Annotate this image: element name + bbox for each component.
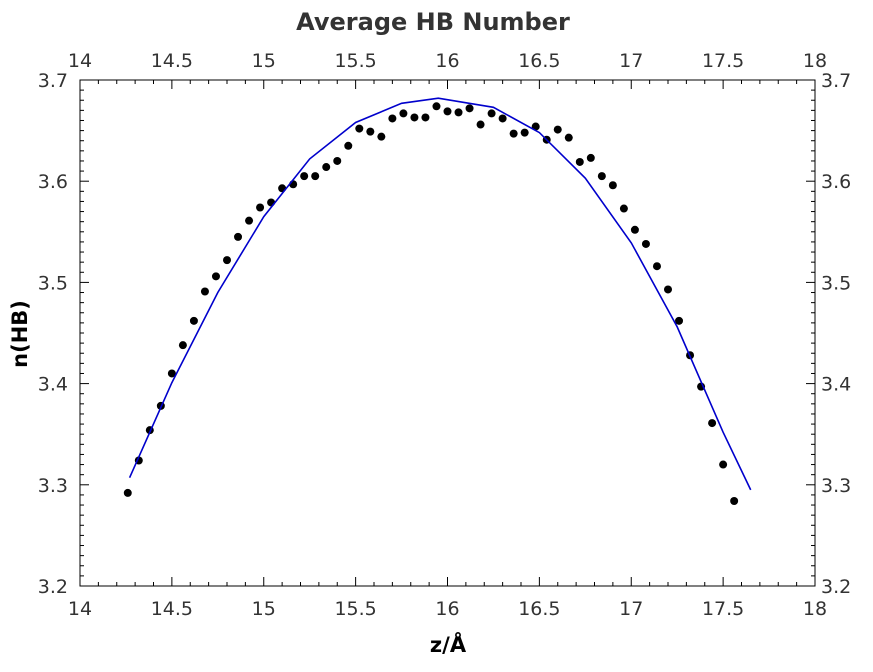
- data-point: [344, 141, 353, 150]
- x-tick-label-top: 15.5: [334, 50, 376, 72]
- data-point: [597, 172, 606, 181]
- data-point: [520, 128, 529, 137]
- data-point: [730, 496, 739, 505]
- y-tick-label-right: 3.7: [821, 70, 851, 92]
- y-tick-label: 3.4: [38, 374, 68, 396]
- x-axis-label: z/Å: [430, 632, 467, 657]
- x-tick-label: 16.5: [518, 598, 560, 620]
- data-point: [410, 113, 419, 122]
- x-tick-label: 14.5: [151, 598, 193, 620]
- data-point: [564, 133, 573, 142]
- y-tick-label: 3.3: [38, 475, 68, 497]
- data-point: [300, 172, 309, 181]
- x-tick-label-top: 17.5: [702, 50, 744, 72]
- x-tick-label-top: 18: [803, 50, 827, 72]
- x-tick-label: 17: [619, 598, 643, 620]
- x-tick-label-top: 15: [252, 50, 276, 72]
- data-point: [575, 157, 584, 166]
- data-point: [498, 114, 507, 123]
- chart-title: Average HB Number: [296, 8, 570, 36]
- data-point: [167, 369, 176, 378]
- data-point: [123, 488, 132, 497]
- data-point: [652, 262, 661, 271]
- x-tick-label-top: 14: [68, 50, 92, 72]
- data-point: [178, 341, 187, 350]
- data-point: [223, 256, 231, 265]
- data-point: [189, 316, 198, 325]
- data-point: [465, 104, 474, 113]
- data-point: [641, 239, 650, 248]
- data-point: [586, 153, 595, 162]
- data-point: [421, 113, 430, 122]
- data-point: [487, 109, 496, 118]
- x-tick-label-top: 16: [435, 50, 459, 72]
- data-point: [366, 127, 375, 136]
- data-point: [664, 285, 672, 294]
- y-tick-label-right: 3.4: [821, 374, 851, 396]
- plot-frame: [79, 79, 816, 587]
- x-tick-label: 18: [803, 598, 827, 620]
- x-tick-label-top: 16.5: [518, 50, 560, 72]
- data-point: [619, 204, 628, 213]
- y-tick-label: 3.6: [38, 171, 68, 193]
- data-point: [630, 225, 639, 234]
- x-tick-label-top: 14.5: [151, 50, 193, 72]
- data-point: [322, 163, 331, 172]
- data-point: [509, 129, 518, 138]
- x-tick-label: 16: [435, 598, 459, 620]
- y-tick-label-right: 3.2: [821, 576, 851, 598]
- data-point: [256, 203, 265, 212]
- data-point: [377, 132, 386, 141]
- y-tick-label: 3.5: [38, 272, 68, 294]
- data-point: [388, 114, 397, 123]
- x-tick-label: 15: [252, 598, 276, 620]
- data-point: [675, 316, 684, 325]
- data-point: [333, 156, 342, 165]
- x-tick-label: 17.5: [702, 598, 744, 620]
- fit-curve: [128, 97, 752, 491]
- y-axis-label: n(HB): [8, 300, 32, 368]
- y-tick-label-right: 3.5: [821, 272, 851, 294]
- data-point: [719, 460, 728, 469]
- x-tick-label-top: 17: [619, 50, 643, 72]
- y-tick-label: 3.2: [38, 576, 68, 598]
- y-tick-label-right: 3.3: [821, 475, 851, 497]
- data-point: [234, 232, 243, 241]
- data-point: [708, 419, 717, 428]
- data-point: [399, 109, 408, 118]
- data-point: [267, 198, 276, 207]
- y-tick-label: 3.7: [38, 70, 68, 92]
- data-point: [443, 107, 452, 116]
- x-tick-label: 15.5: [334, 598, 376, 620]
- data-point: [311, 172, 320, 181]
- data-point: [355, 124, 364, 133]
- data-point: [608, 181, 617, 190]
- y-tick-label-right: 3.6: [821, 171, 851, 193]
- data-point: [200, 287, 209, 296]
- data-point: [211, 272, 220, 281]
- data-point: [245, 216, 254, 225]
- x-tick-label: 14: [68, 598, 92, 620]
- data-point: [476, 120, 485, 129]
- plot-area: 14 14 14.5 14.5 15 15 15.5 15.5 16 16 16.5 16.5 17 17…: [38, 50, 851, 620]
- data-point: [454, 108, 463, 117]
- data-point: [553, 125, 562, 134]
- data-point: [432, 102, 441, 111]
